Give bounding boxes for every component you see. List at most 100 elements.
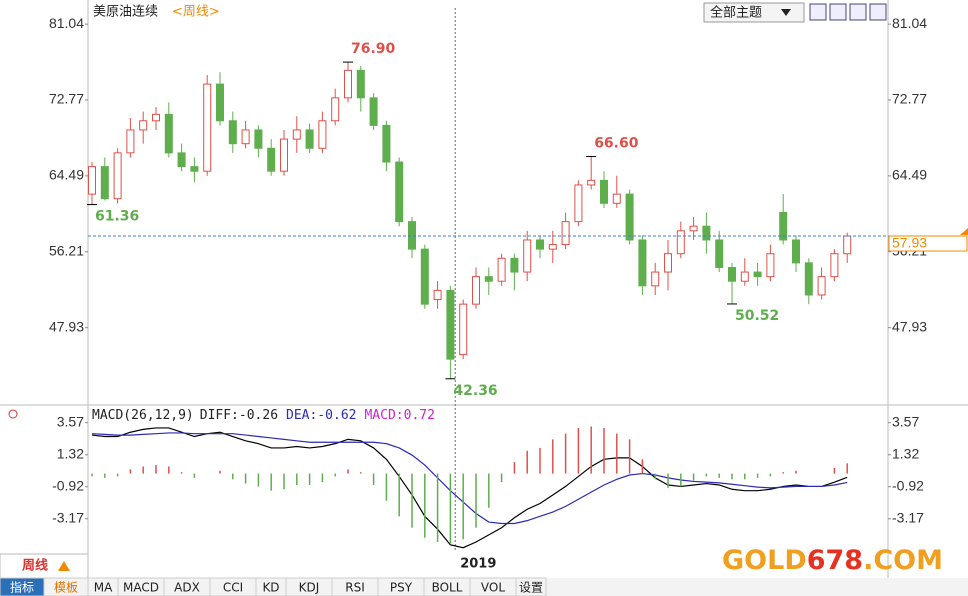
tab-label[interactable]: ADX xyxy=(174,581,200,595)
candle-body xyxy=(625,193,634,241)
candle-body xyxy=(600,179,608,204)
tab-label[interactable]: 指标 xyxy=(10,580,34,595)
candle-body xyxy=(88,166,96,195)
y-tick-label: -3.17 xyxy=(52,509,84,525)
candle-body xyxy=(792,239,800,264)
watermark-brand: GOLD xyxy=(722,545,807,576)
candle-body xyxy=(356,69,365,99)
macd-label: MACD: xyxy=(364,408,403,423)
candle-body xyxy=(574,184,583,223)
y-tick-label: 64.49 xyxy=(49,167,84,183)
dea-value: -0.62 xyxy=(317,408,356,423)
diff-value: -0.26 xyxy=(239,408,278,423)
candle-body xyxy=(395,161,404,223)
candle-body xyxy=(728,266,736,282)
candle-body xyxy=(190,166,199,172)
candle-body xyxy=(382,124,391,163)
tab-label[interactable]: VOL xyxy=(481,581,505,595)
candle-body xyxy=(510,257,519,273)
candle-body xyxy=(676,230,685,255)
y-tick-label: 81.04 xyxy=(49,15,84,31)
candle-body xyxy=(369,97,378,126)
watermark-suffix: .COM xyxy=(863,545,943,576)
icon[interactable] xyxy=(869,3,887,21)
candle-body xyxy=(267,147,276,172)
tab-label[interactable]: KD xyxy=(262,581,279,595)
candle-body xyxy=(561,221,570,246)
candle-body xyxy=(536,239,544,250)
dea-label: DEA: xyxy=(286,408,317,423)
title: 美原油连续 xyxy=(93,4,158,20)
candle-body xyxy=(638,239,647,287)
candle-body xyxy=(830,253,839,278)
period[interactable]: <周线> xyxy=(172,5,220,20)
extreme-label: 76.90 xyxy=(351,41,396,57)
extreme-label: 61.36 xyxy=(95,209,139,225)
candle-body xyxy=(472,276,480,305)
candle-body xyxy=(408,221,416,250)
candle-body xyxy=(113,152,122,200)
candle-body xyxy=(164,113,173,154)
candle-body xyxy=(344,69,352,99)
extreme-label: 66.60 xyxy=(594,136,639,152)
y-tick-label-right: 3.57 xyxy=(892,413,919,429)
y-tick-label: 1.32 xyxy=(57,445,84,461)
theme-button-label[interactable]: 全部主题 xyxy=(710,5,762,21)
candle-body xyxy=(228,120,237,145)
zoom-icons[interactable] xyxy=(809,3,887,21)
tab-label[interactable]: CCI xyxy=(223,581,243,595)
tab-label[interactable]: PSY xyxy=(390,581,413,595)
candle-body xyxy=(843,235,852,255)
tab-label[interactable]: 设置 xyxy=(519,581,543,595)
candle-body xyxy=(139,120,148,131)
y-tick-label-right: -0.92 xyxy=(892,477,924,493)
y-tick-label-right: 47.93 xyxy=(892,318,927,334)
macd-legend: MACD(26,12,9) DIFF:-0.26 DEA:-0.62 MACD:0.7… xyxy=(92,408,435,423)
tabs: 指标 模板 MA MACD ADX CCI KD KDJ RSI PSY BOLL VOL 设置 xyxy=(0,577,547,596)
theme-button[interactable] xyxy=(703,2,805,23)
last-price-label: 57.93 xyxy=(892,235,927,251)
candle-body xyxy=(523,239,532,273)
candle-body xyxy=(331,97,340,122)
candle-body xyxy=(548,244,557,250)
candle-body xyxy=(420,248,429,305)
watermark: GOLD678.COM xyxy=(722,545,943,576)
y-tick-label: 72.77 xyxy=(49,91,84,107)
dropdown-arrow xyxy=(781,9,791,16)
candle-body xyxy=(318,120,327,149)
y-tick-label: -0.92 xyxy=(52,477,84,493)
candle-body xyxy=(740,271,749,282)
tab-label[interactable]: MACD xyxy=(123,581,159,595)
candle-body xyxy=(817,276,826,296)
tab-label[interactable]: KDJ xyxy=(299,581,320,595)
candle-body xyxy=(766,253,775,278)
candle-body xyxy=(753,271,762,278)
candle-body xyxy=(497,257,506,282)
tab-label[interactable]: BOLL xyxy=(432,581,463,595)
last-price-box xyxy=(888,235,968,252)
icon[interactable] xyxy=(809,3,827,21)
watermark-number: 678 xyxy=(807,545,863,576)
icon[interactable] xyxy=(849,3,867,21)
candle-body xyxy=(484,276,493,282)
candle-body xyxy=(241,129,250,145)
settings-icon[interactable] xyxy=(8,409,18,419)
candle-body xyxy=(177,152,186,168)
tab-label[interactable]: RSI xyxy=(345,581,365,595)
macd-value: 0.72 xyxy=(404,408,435,423)
icon[interactable] xyxy=(829,3,847,21)
candle-body xyxy=(446,289,455,360)
tab-label[interactable]: 模板 xyxy=(54,581,78,595)
candle-body xyxy=(203,83,212,172)
y-tick-label: 3.57 xyxy=(57,413,84,429)
period-arrow xyxy=(58,561,70,571)
candle-body xyxy=(702,225,711,241)
macd-line xyxy=(91,427,848,549)
candle-body xyxy=(254,129,263,149)
tab-label[interactable]: MA xyxy=(94,581,113,595)
x-tick-label: 2019 xyxy=(460,557,496,572)
tab[interactable] xyxy=(515,577,547,596)
period-selector[interactable]: 周线 xyxy=(22,558,48,574)
